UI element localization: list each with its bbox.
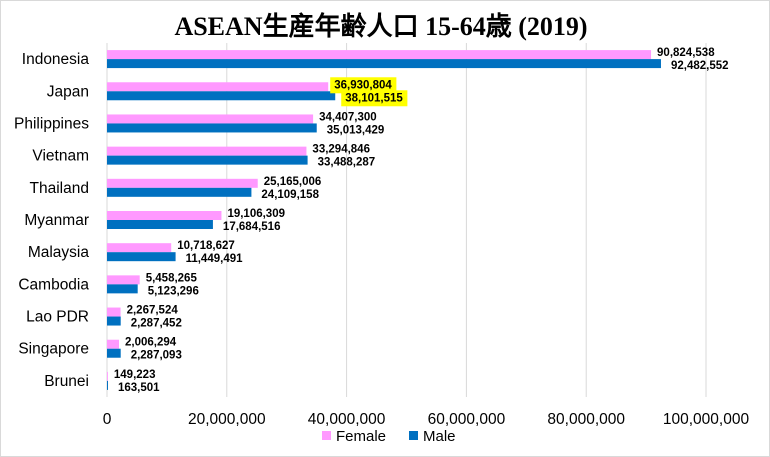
bar-male [107,284,138,294]
category-label: Myanmar [24,212,89,229]
legend-swatch-male [409,431,418,440]
category-label: Singapore [18,341,89,358]
x-tick-label: 20,000,000 [188,411,266,428]
bar-female [107,339,120,349]
x-tick-label: 100,000,000 [663,411,750,428]
category-label: Brunei [44,373,89,390]
bar-female [107,243,172,253]
data-label-male: 2,287,093 [131,350,182,362]
bar-male [107,252,176,262]
data-label-female: 2,006,294 [125,337,177,349]
bar-female [107,178,258,188]
bar-male [107,220,213,229]
bar-male [107,155,308,165]
data-label-female: 36,930,804 [334,79,392,91]
data-label-female: 10,718,627 [177,240,235,252]
bar-male [107,91,336,101]
bar-male [107,348,121,358]
bar-female [107,371,108,381]
data-label-male: 5,123,296 [148,285,199,297]
bar-female [107,307,121,317]
bar-female [107,275,140,285]
data-label-female: 5,458,265 [146,272,198,284]
category-label: Indonesia [22,51,90,68]
legend-label-male: Male [423,428,456,445]
bar-female [107,211,222,220]
data-label-male: 24,109,158 [261,189,319,201]
category-label: Lao PDR [26,309,89,326]
x-axis-tick-labels: 0 20,000,000 40,000,000 60,000,000 80,000,00… [103,411,750,428]
chart-title: ASEAN生産年齢人口 15-64歳 (2019) [174,11,587,41]
data-label-female: 34,407,300 [319,111,377,123]
legend: Female Male [322,428,456,445]
category-labels: Indonesia Japan Philippines Vietnam Thailand… [14,51,89,390]
data-label-female: 19,106,309 [227,208,285,220]
bars [107,50,661,390]
data-label-male: 11,449,491 [186,253,244,265]
data-label-female: 90,824,538 [657,47,715,59]
x-tick-label: 0 [103,411,112,428]
data-label-male: 38,101,515 [345,92,403,104]
bar-male [107,187,252,197]
data-label-female: 25,165,006 [264,176,322,188]
bar-male [107,316,121,326]
data-label-male: 17,684,516 [223,221,281,233]
bar-female [107,82,329,92]
category-label: Japan [47,83,89,100]
data-label-female: 149,223 [114,369,156,381]
data-label-female: 33,294,846 [312,144,370,156]
bar-female [107,114,314,124]
category-label: Vietnam [32,148,89,165]
label-highlight [341,90,408,107]
x-tick-label: 40,000,000 [308,411,386,428]
bar-male [107,123,317,133]
data-label-male: 33,488,287 [318,157,376,169]
bar-male [107,380,108,390]
data-label-male: 92,482,552 [671,60,729,72]
bar-female [107,50,652,60]
legend-label-female: Female [336,428,386,445]
category-label: Cambodia [18,276,89,293]
data-label-male: 163,501 [118,382,160,394]
category-label: Philippines [14,115,89,132]
category-label: Thailand [30,180,89,197]
x-tick-label: 80,000,000 [547,411,625,428]
bar-male [107,59,661,69]
data-label-male: 35,013,429 [327,124,385,136]
data-label-male: 2,287,452 [131,318,182,330]
x-tick-label: 60,000,000 [428,411,506,428]
data-label-female: 2,267,524 [127,305,179,317]
legend-swatch-female [322,431,331,440]
category-label: Malaysia [28,244,90,261]
bar-female [107,146,307,156]
label-highlight [330,77,397,94]
